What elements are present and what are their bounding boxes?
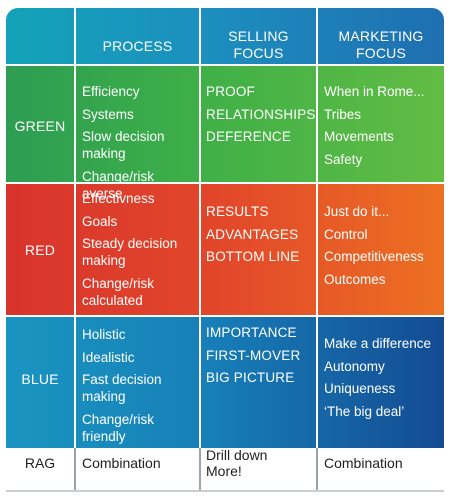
list-item: BOTTOM LINE bbox=[206, 249, 300, 264]
column-header-selling-focus: SELLING FOCUS bbox=[228, 28, 289, 61]
column-divider bbox=[316, 448, 318, 490]
list-item: Goals bbox=[82, 213, 118, 229]
list-item: Safety bbox=[324, 151, 363, 167]
list-item: Autonomy bbox=[324, 358, 385, 374]
green-process-cell: Efficiency Systems Slow decision making … bbox=[82, 83, 198, 207]
rag-selling-cell: Drill down More! bbox=[206, 447, 268, 479]
list-item: Just do it... bbox=[324, 204, 390, 219]
list-item: Slow decision making bbox=[82, 129, 165, 161]
list-item: Effectivness bbox=[82, 191, 155, 206]
list-item: Efficiency bbox=[82, 84, 140, 99]
list-item: RELATIONSHIPS bbox=[206, 106, 316, 122]
rag-marketing-cell: Combination bbox=[324, 455, 403, 471]
list-item: Change/risk calculated bbox=[82, 275, 155, 308]
red-marketing-cell: Just do it... Control Competitiveness Ou… bbox=[324, 203, 442, 293]
column-divider bbox=[199, 448, 201, 490]
list-item: BIG PICTURE bbox=[206, 370, 295, 385]
list-item: PROOF bbox=[206, 84, 256, 99]
blue-selling-cell: IMPORTANCE FIRST-MOVER BIG PICTURE bbox=[206, 324, 316, 392]
green-marketing-cell: When in Rome... Tribes Movements Safety bbox=[324, 83, 442, 173]
list-item: Movements bbox=[324, 129, 394, 144]
list-item: Fast decision making bbox=[82, 372, 162, 404]
row-label-blue: BLUE bbox=[21, 371, 59, 387]
list-item: Systems bbox=[82, 106, 134, 122]
row-label-green: GREEN bbox=[14, 118, 66, 134]
red-process-cell: Effectivness Goals Steady decision makin… bbox=[82, 190, 198, 314]
list-item: IMPORTANCE bbox=[206, 325, 297, 340]
green-row bbox=[6, 65, 444, 183]
column-header-marketing-focus: MARKETING FOCUS bbox=[338, 28, 424, 61]
list-item: ADVANTAGES bbox=[206, 226, 299, 242]
row-label-red: RED bbox=[24, 242, 56, 258]
list-item: Steady decision making bbox=[82, 236, 178, 268]
column-divider bbox=[199, 8, 201, 448]
rag-row bbox=[6, 448, 444, 492]
list-item: Change/risk averse bbox=[82, 168, 155, 201]
list-item: Uniqueness bbox=[324, 381, 396, 396]
list-item: Competitiveness bbox=[324, 249, 424, 264]
row-divider bbox=[6, 182, 444, 184]
red-selling-cell: RESULTS ADVANTAGES BOTTOM LINE bbox=[206, 203, 316, 271]
green-selling-cell: PROOF RELATIONSHIPS DEFERENCE bbox=[206, 83, 316, 151]
list-item: FIRST-MOVER bbox=[206, 347, 301, 363]
list-item: Outcomes bbox=[324, 271, 386, 287]
blue-row bbox=[6, 316, 444, 448]
red-row bbox=[6, 183, 444, 316]
list-item: Control bbox=[324, 226, 368, 242]
row-divider bbox=[6, 64, 444, 66]
blue-process-cell: Holistic Idealistic Fast decision making… bbox=[82, 326, 198, 450]
blue-marketing-cell: Make a difference Autonomy Uniqueness ‘T… bbox=[324, 335, 442, 425]
column-header-process: PROCESS bbox=[102, 38, 173, 54]
list-item: When in Rome... bbox=[324, 84, 425, 99]
header-row bbox=[6, 8, 444, 65]
column-divider bbox=[74, 8, 76, 448]
row-divider bbox=[6, 315, 444, 317]
column-divider bbox=[74, 448, 76, 490]
color-focus-table: PROCESS SELLING FOCUS MARKETING FOCUS GR… bbox=[6, 8, 444, 492]
column-divider bbox=[316, 8, 318, 448]
list-item: Tribes bbox=[324, 106, 362, 122]
list-item: DEFERENCE bbox=[206, 129, 292, 144]
list-item: Holistic bbox=[82, 327, 126, 342]
rag-process-cell: Combination bbox=[82, 455, 161, 471]
list-item: Make a difference bbox=[324, 336, 432, 351]
list-item: Idealistic bbox=[82, 349, 135, 365]
list-item: ‘The big deal’ bbox=[324, 403, 405, 419]
row-label-rag: RAG bbox=[24, 455, 56, 471]
list-item: Change/risk friendly bbox=[82, 411, 155, 444]
list-item: RESULTS bbox=[206, 204, 269, 219]
